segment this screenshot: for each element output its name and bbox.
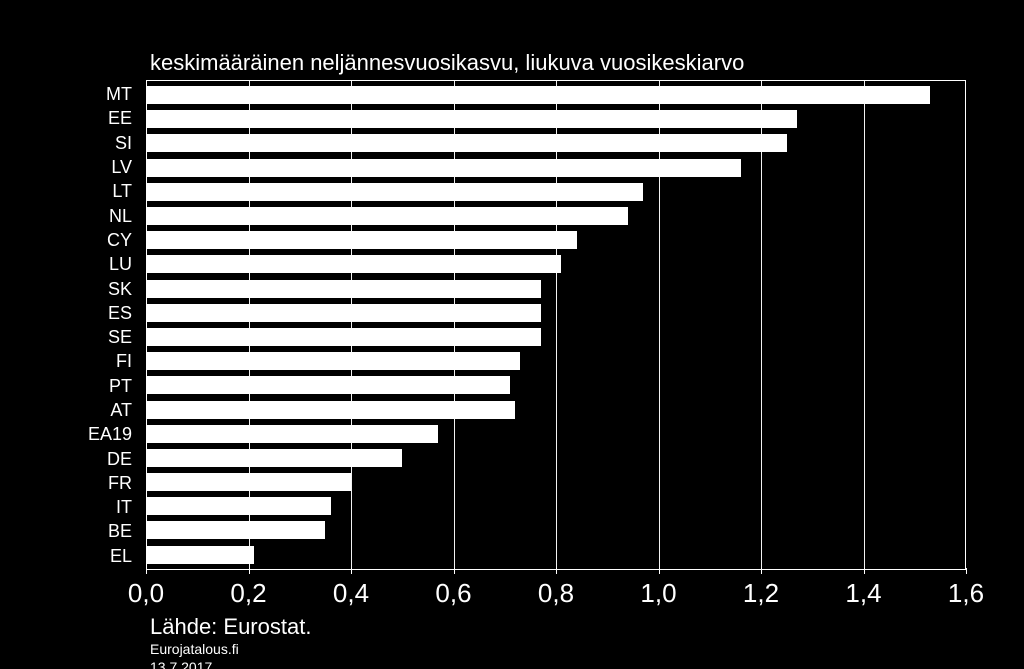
y-axis-labels: MT EE SI LV LT NL CY LU SK ES SE FI PT AT EA19 DE FR IT BE… (60, 80, 140, 570)
y-tick-label: IT (60, 498, 140, 516)
footer-site: Eurojatalous.fi (150, 640, 311, 658)
bar (146, 521, 325, 539)
y-tick-label: EE (60, 109, 140, 127)
x-tick-mark (864, 568, 865, 574)
chart-title: keskimääräinen neljännesvuosikasvu, liuk… (150, 50, 744, 76)
plot-area (146, 80, 966, 570)
x-tick-label: 1,4 (845, 578, 881, 609)
bar (146, 255, 561, 273)
x-tick-mark (556, 568, 557, 574)
gridline (761, 81, 762, 569)
x-tick-label: 1,0 (640, 578, 676, 609)
x-tick-label: 0,4 (333, 578, 369, 609)
bar (146, 497, 331, 515)
x-tick-mark (146, 568, 147, 574)
y-tick-label: DE (60, 450, 140, 468)
gridline (556, 81, 557, 569)
y-tick-label: AT (60, 401, 140, 419)
x-tick-label: 0,8 (538, 578, 574, 609)
y-tick-label: PT (60, 377, 140, 395)
bar (146, 86, 930, 104)
y-tick-label: EL (60, 547, 140, 565)
footer-date: 13.7.2017 (150, 658, 311, 669)
y-tick-label: NL (60, 207, 140, 225)
y-tick-label: SE (60, 328, 140, 346)
bar (146, 425, 438, 443)
gridline (249, 81, 250, 569)
gridline (659, 81, 660, 569)
y-tick-label: SK (60, 280, 140, 298)
x-axis: 0,00,20,40,60,81,01,21,41,6 (146, 574, 966, 610)
footer-source: Lähde: Eurostat. (150, 614, 311, 640)
bar (146, 449, 402, 467)
y-tick-label: FI (60, 352, 140, 370)
x-tick-mark (761, 568, 762, 574)
bar (146, 304, 541, 322)
x-tick-mark (249, 568, 250, 574)
bar (146, 401, 515, 419)
x-tick-mark (351, 568, 352, 574)
y-tick-label: LV (60, 158, 140, 176)
x-tick-label: 1,2 (743, 578, 779, 609)
bar (146, 110, 797, 128)
y-tick-label: CY (60, 231, 140, 249)
bar (146, 376, 510, 394)
gridline (864, 81, 865, 569)
x-tick-label: 1,6 (948, 578, 984, 609)
x-tick-mark (454, 568, 455, 574)
bar (146, 352, 520, 370)
bar (146, 328, 541, 346)
gridline (454, 81, 455, 569)
x-tick-label: 0,6 (435, 578, 471, 609)
bar (146, 280, 541, 298)
bar (146, 159, 741, 177)
x-tick-label: 0,0 (128, 578, 164, 609)
y-tick-label: LU (60, 255, 140, 273)
y-tick-label: ES (60, 304, 140, 322)
x-tick-label: 0,2 (230, 578, 266, 609)
bar (146, 134, 787, 152)
gridline (351, 81, 352, 569)
bar (146, 183, 643, 201)
y-tick-label: LT (60, 182, 140, 200)
y-tick-label: BE (60, 522, 140, 540)
y-tick-label: MT (60, 85, 140, 103)
y-tick-label: EA19 (60, 425, 140, 443)
y-tick-label: FR (60, 474, 140, 492)
x-tick-mark (659, 568, 660, 574)
chart-container: keskimääräinen neljännesvuosikasvu, liuk… (60, 50, 980, 660)
x-tick-mark (966, 568, 967, 574)
bar (146, 231, 577, 249)
chart-footer: Lähde: Eurostat. Eurojatalous.fi 13.7.20… (150, 614, 311, 669)
bar (146, 546, 254, 564)
y-tick-label: SI (60, 134, 140, 152)
